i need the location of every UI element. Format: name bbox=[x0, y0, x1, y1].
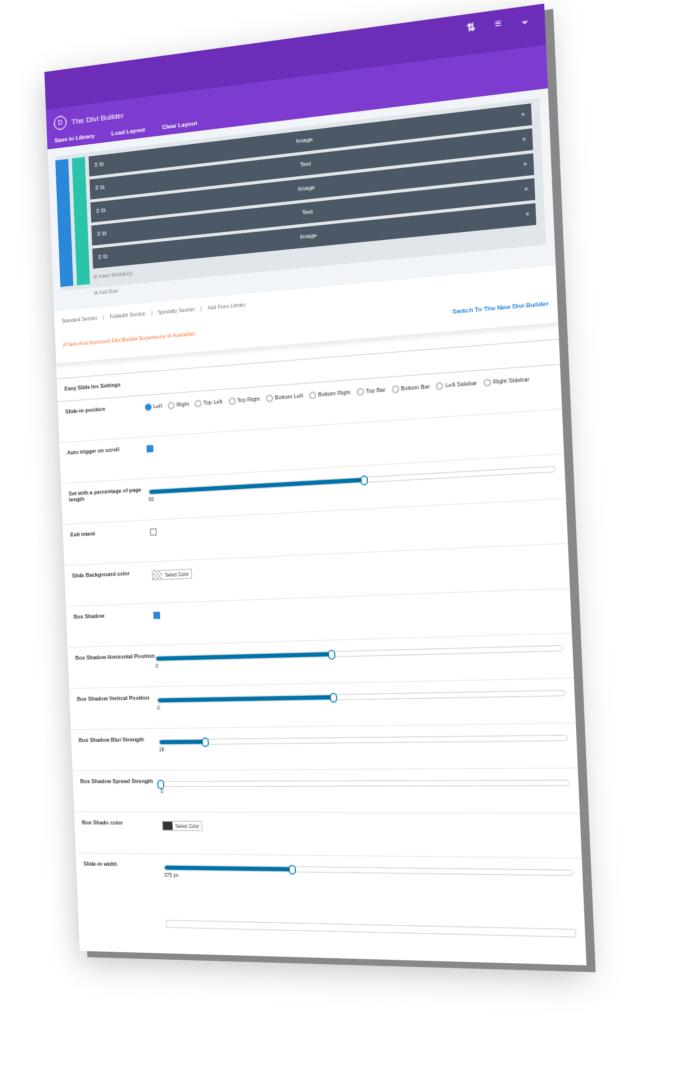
label: Box Shadow Horizontal Position bbox=[75, 654, 155, 662]
color-button[interactable]: Select Color bbox=[162, 821, 202, 831]
button-label: Select Color bbox=[165, 571, 189, 577]
section-link[interactable]: Add From Library bbox=[208, 302, 246, 312]
text-input[interactable] bbox=[166, 920, 577, 938]
collapse-icon[interactable]: ⌄ bbox=[520, 14, 530, 27]
label: Exit intent bbox=[70, 529, 150, 539]
radio-option[interactable]: Top Right bbox=[228, 395, 260, 405]
insert-module-label: Insert Module(s) bbox=[99, 271, 133, 280]
module-close[interactable]: × bbox=[522, 137, 526, 144]
setting-row: Box Shado color Select Color bbox=[74, 812, 582, 858]
setting-row: Box Shadow Spread Strength 0 bbox=[73, 769, 580, 814]
section-link[interactable]: Specialty Section bbox=[158, 307, 195, 316]
color-button[interactable]: Select Color bbox=[152, 569, 192, 581]
checkbox[interactable] bbox=[146, 445, 153, 453]
label: Box Shado color bbox=[82, 820, 162, 826]
separator: | bbox=[103, 315, 104, 321]
radio-option[interactable]: Bottom Left bbox=[266, 392, 303, 402]
radio-option[interactable]: Right Sidebar bbox=[483, 376, 529, 387]
module-close[interactable]: × bbox=[521, 112, 525, 119]
module-close[interactable]: × bbox=[523, 162, 527, 169]
tab[interactable]: Clear Layout bbox=[162, 121, 197, 131]
radio-option[interactable]: Left bbox=[145, 403, 163, 411]
radio-option[interactable]: Right bbox=[168, 401, 189, 410]
label: Set with a percentage of page length bbox=[69, 487, 149, 504]
label: Slide-in width bbox=[84, 862, 164, 869]
module-close[interactable]: × bbox=[525, 211, 529, 218]
checkbox[interactable] bbox=[153, 612, 160, 619]
menu-icon[interactable]: ≡ bbox=[495, 18, 502, 31]
module-icons: ≡ ⧉ bbox=[98, 254, 107, 262]
switch-link[interactable]: Switch To The New Divi Builder bbox=[452, 301, 548, 316]
label: Box Shadow Blur Strength bbox=[79, 737, 159, 744]
radio-option[interactable]: Top Left bbox=[195, 398, 223, 407]
slider-value: 18 bbox=[159, 743, 568, 753]
setting-row: Slide-in width 375 px bbox=[76, 853, 586, 946]
section-handle[interactable] bbox=[55, 159, 73, 287]
module-icons: ≡ ⧉ bbox=[96, 207, 105, 215]
builder-panel: ⇅ ≡ ⌄ D The Divi Builder Save to Library L… bbox=[44, 4, 586, 966]
label: Box Shadow bbox=[74, 612, 154, 621]
label: Box Shadow Spread Strength bbox=[80, 779, 160, 785]
radio-option[interactable]: Left Sidebar bbox=[436, 380, 477, 390]
label: Box Shadow Vertical Position bbox=[77, 695, 157, 703]
section-link[interactable]: Standard Section bbox=[62, 316, 98, 325]
module-icons: ≡ ⧉ bbox=[94, 161, 103, 169]
stage: ⇅ ≡ ⌄ D The Divi Builder Save to Library L… bbox=[0, 0, 700, 1092]
separator: | bbox=[201, 306, 203, 312]
label: Auto trigger on scroll bbox=[67, 445, 147, 456]
label: Slide Background color bbox=[72, 570, 152, 579]
button-label: Select Color bbox=[175, 823, 199, 828]
setting-row: Box Shadow Blur Strength 18 bbox=[71, 724, 578, 772]
radio-option[interactable]: Bottom Right bbox=[309, 389, 351, 399]
tab[interactable]: Load Layout bbox=[111, 127, 145, 137]
label: Slide-in position bbox=[65, 404, 145, 416]
notice-text: A New And Improved Divi Builder Experien… bbox=[63, 331, 196, 348]
builder-title: The Divi Builder bbox=[71, 110, 124, 126]
radio-option[interactable]: Bottom Bar bbox=[391, 383, 429, 393]
module-icons: ≡ ⧉ bbox=[95, 184, 104, 192]
module-icons: ≡ ⧉ bbox=[97, 231, 106, 239]
module-close[interactable]: × bbox=[524, 186, 528, 193]
radio-option[interactable]: Top Bar bbox=[356, 386, 385, 395]
section-link[interactable]: Fullwidth Section bbox=[110, 311, 146, 320]
sort-icon[interactable]: ⇅ bbox=[466, 22, 475, 35]
add-row-label: Add Row bbox=[99, 288, 118, 296]
settings-box: Easy Slide Ins Settings Slide-in positio… bbox=[57, 339, 586, 947]
row-handle[interactable] bbox=[72, 157, 90, 285]
slider[interactable] bbox=[160, 780, 570, 787]
tab[interactable]: Save to Library bbox=[54, 134, 94, 145]
checkbox[interactable] bbox=[150, 528, 157, 535]
divi-logo: D bbox=[54, 115, 67, 131]
separator: | bbox=[151, 311, 152, 317]
slider-value: 0 bbox=[161, 788, 571, 795]
